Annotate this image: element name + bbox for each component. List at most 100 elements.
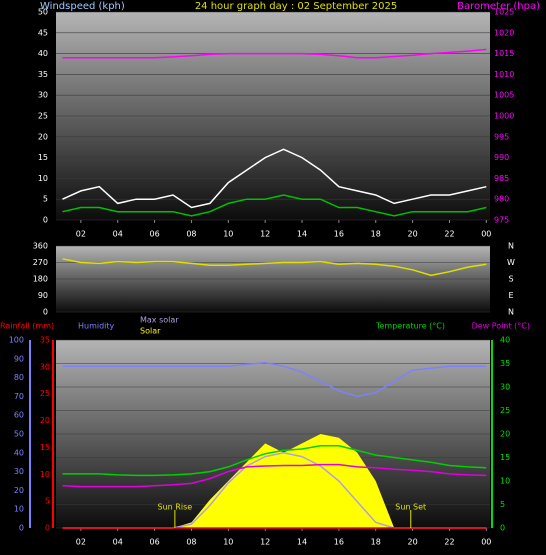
direction-label: S — [508, 275, 513, 284]
y2-tick-label: 25 — [500, 406, 510, 415]
x-tick-label: 14 — [297, 538, 307, 547]
y3-tick-label: 10 — [40, 470, 50, 479]
y2-tick-label: 1005 — [494, 91, 514, 100]
legend-entry: Humidity — [78, 322, 115, 331]
y2-tick-label: 1000 — [494, 112, 514, 121]
legend-entry: Temperature (°C) — [375, 322, 445, 331]
y-tick-label: 100 — [9, 336, 24, 345]
y2-tick-label: 35 — [500, 359, 510, 368]
y2-tick-label: 1020 — [494, 28, 514, 37]
x-tick-label: 04 — [113, 538, 123, 547]
annotation: Sun Set — [395, 503, 426, 512]
y3-tick-label: 0 — [45, 524, 50, 533]
series-line — [62, 361, 487, 398]
y-tick-label: 0 — [19, 524, 24, 533]
x-tick-label: 08 — [186, 230, 196, 239]
y-axis-label: Windspeed (kph) — [40, 1, 125, 12]
x-tick-label: 08 — [186, 538, 196, 547]
y-tick-label: 50 — [14, 430, 24, 439]
x-tick-label: 16 — [334, 230, 344, 239]
annotation: Sun Rise — [158, 503, 193, 512]
x-tick-label: 04 — [113, 230, 123, 239]
y3-tick-label: 15 — [40, 443, 50, 452]
solar-area — [62, 434, 487, 528]
x-tick-label: 10 — [223, 230, 233, 239]
y2-tick-label: 20 — [500, 430, 510, 439]
y2-tick-label: 990 — [494, 153, 509, 162]
y-tick-label: 30 — [14, 467, 24, 476]
x-tick-label: 20 — [408, 538, 418, 547]
y-tick-label: 15 — [38, 153, 48, 162]
y2-tick-label: 15 — [500, 453, 510, 462]
y3-tick-label: 35 — [40, 336, 50, 345]
y-tick-label: 25 — [38, 112, 48, 121]
x-tick-label: 22 — [444, 230, 454, 239]
series-line — [62, 48, 487, 59]
y-tick-label: 40 — [14, 448, 24, 457]
y2-tick-label: 1025 — [494, 8, 514, 17]
x-tick-label: 06 — [150, 230, 160, 239]
x-tick-label: 20 — [408, 230, 418, 239]
y-tick-label: 60 — [14, 411, 24, 420]
series-line — [62, 148, 487, 209]
y-tick-label: 360 — [33, 242, 48, 251]
x-tick-label: 12 — [260, 230, 270, 239]
y-tick-label: 30 — [38, 91, 48, 100]
direction-label: W — [507, 258, 515, 267]
y-tick-label: 10 — [38, 174, 48, 183]
y-tick-label: 35 — [38, 70, 48, 79]
y-tick-label: 5 — [43, 195, 48, 204]
y2-tick-label: 40 — [500, 336, 510, 345]
y2-tick-label: 30 — [500, 383, 510, 392]
y2-tick-label: 975 — [494, 216, 509, 225]
x-tick-label: 18 — [371, 230, 381, 239]
y-tick-label: 270 — [33, 258, 48, 267]
y3-tick-label: 30 — [40, 362, 50, 371]
x-tick-label: 18 — [371, 538, 381, 547]
series-line — [62, 445, 487, 477]
series-line — [62, 194, 487, 217]
y2-tick-label: 10 — [500, 477, 510, 486]
y-tick-label: 20 — [14, 486, 24, 495]
y2-tick-label: 980 — [494, 195, 509, 204]
y-tick-label: 80 — [14, 373, 24, 382]
x-tick-label: 16 — [334, 538, 344, 547]
y2-tick-label: 1010 — [494, 70, 514, 79]
y-tick-label: 50 — [38, 8, 48, 17]
y-tick-label: 90 — [38, 291, 48, 300]
y2-tick-label: 5 — [500, 500, 505, 509]
legend-entry: Rainfall (mm) — [0, 322, 54, 331]
direction-label: N — [508, 308, 514, 317]
series-line — [62, 258, 487, 277]
x-tick-label: 02 — [76, 538, 86, 547]
x-tick-label: 12 — [260, 538, 270, 547]
y3-tick-label: 20 — [40, 416, 50, 425]
direction-label: E — [508, 291, 513, 300]
y-tick-label: 10 — [14, 505, 24, 514]
y-tick-label: 70 — [14, 392, 24, 401]
y2-axis-label: Barometer (hpa) — [457, 1, 540, 12]
y-tick-label: 45 — [38, 28, 48, 37]
legend-entry: Max solar — [140, 316, 179, 325]
legend-entry: Dew Point (°C) — [472, 322, 530, 331]
y-tick-label: 40 — [38, 49, 48, 58]
x-tick-label: 00 — [481, 230, 491, 239]
y2-tick-label: 995 — [494, 132, 509, 141]
y-tick-label: 90 — [14, 354, 24, 363]
x-tick-label: 02 — [76, 230, 86, 239]
series-line — [62, 463, 487, 488]
x-tick-label: 10 — [223, 538, 233, 547]
y2-tick-label: 0 — [500, 524, 505, 533]
y2-tick-label: 985 — [494, 174, 509, 183]
y-tick-label: 0 — [43, 308, 48, 317]
x-tick-label: 22 — [444, 538, 454, 547]
y-tick-label: 180 — [33, 275, 48, 284]
direction-label: N — [508, 242, 514, 251]
chart-title: 24 hour graph day : 02 September 2025 — [195, 1, 397, 12]
x-tick-label: 06 — [150, 538, 160, 547]
y-tick-label: 0 — [43, 216, 48, 225]
y2-tick-label: 1015 — [494, 49, 514, 58]
y-tick-label: 20 — [38, 132, 48, 141]
y3-tick-label: 25 — [40, 389, 50, 398]
